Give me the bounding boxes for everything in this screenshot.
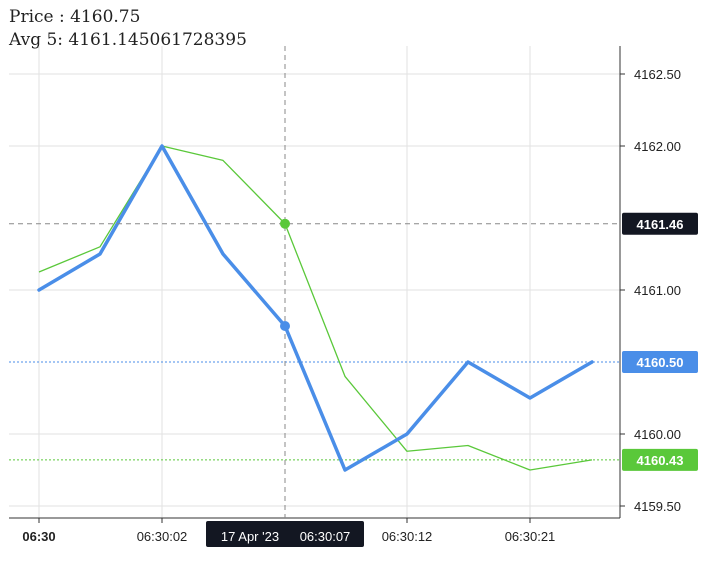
crosshair-date-label: 17 Apr '23 [221,529,279,544]
last-avg-badge-label: 4160.43 [637,453,684,468]
y-tick-label: 4161.00 [634,283,681,298]
crosshair-layer [9,46,620,518]
crosshair-price-badge-bg [622,212,698,235]
last-price-badge-bg [622,351,698,373]
x-tick-label: 06:30:02 [137,529,188,544]
y-tick-label: 4159.50 [634,499,681,514]
axes-layer: 4159.50 4160.00 4161.00 4162.00 4162.50 06:30… [9,46,681,544]
crosshair-point-avg [280,218,290,229]
y-tick-label: 4162.00 [634,139,681,154]
x-tick-label: 06:30 [22,529,55,544]
crosshair-price-badge-label: 4161.46 [637,217,684,232]
lines-layer [9,144,620,472]
legend-avg: Avg 5: 4161.145061728395 [9,30,247,50]
grid-layer [9,46,620,518]
crosshair-time-badge-bg [206,521,364,547]
last-avg-badge-bg [622,448,698,471]
series-line-price [37,144,594,472]
series-line-avg [38,145,593,471]
legend: Price : 4160.75 Avg 5: 4161.145061728395 [9,6,247,52]
x-tick-label: 06:30:21 [505,529,556,544]
x-tick-label: 06:30:12 [382,529,433,544]
y-tick-label: 4162.50 [634,67,681,82]
crosshair-time-label: 06:30:07 [300,529,351,544]
y-tick-label: 4160.00 [634,427,681,442]
badges-layer: 4161.46 4160.50 4160.43 17 Apr '23 06:30:07 [206,212,698,547]
last-price-badge-label: 4160.50 [637,355,684,370]
legend-price: Price : 4160.75 [9,7,141,27]
crosshair-point-price [280,321,290,331]
